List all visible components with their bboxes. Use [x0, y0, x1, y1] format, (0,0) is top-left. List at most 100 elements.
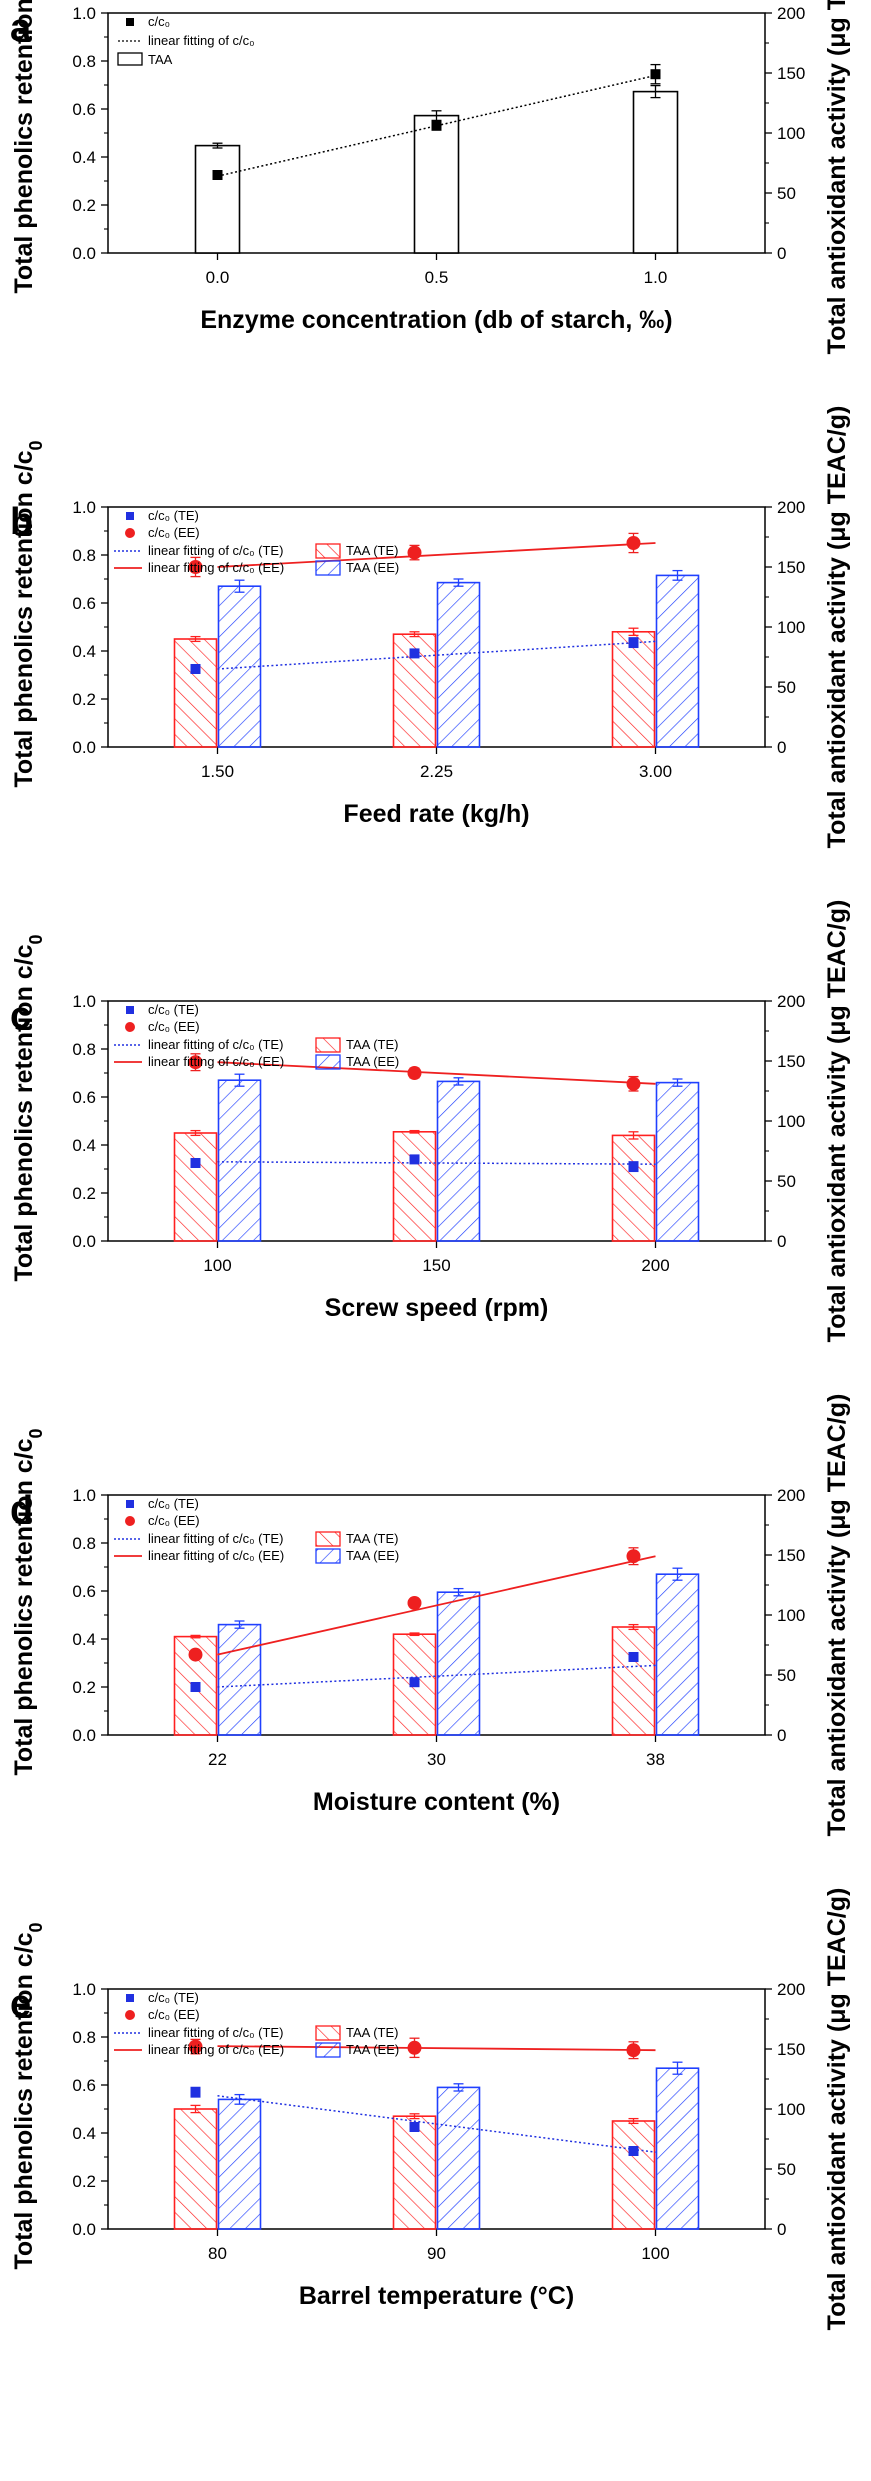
legend-swatch	[315, 2025, 341, 2041]
panel-label: a	[10, 7, 32, 49]
bar	[173, 2108, 218, 2230]
x-tick-label: 0.0	[206, 268, 230, 287]
legend-marker	[125, 528, 135, 538]
legend-marker	[126, 18, 134, 26]
y-axis-title: Total phenolics retention c/c0	[10, 1428, 46, 1775]
bar	[611, 630, 656, 748]
data-point	[628, 637, 639, 648]
fit-line	[217, 640, 656, 670]
panel-e: e 0.0 0.2 0.4 0.6 0.8 1.0 0 50 100 150 200 80 90 100 Ba…	[10, 1888, 851, 2331]
x-tick-label: 100	[203, 1256, 231, 1275]
x-tick-label: 38	[646, 1750, 665, 1769]
x-tick-label: 22	[208, 1750, 227, 1769]
data-point	[407, 2040, 422, 2055]
bar	[436, 1591, 481, 1736]
legend-label: c/c₀ (EE)	[148, 2007, 200, 2022]
data-point	[628, 1652, 639, 1662]
legend-label: c/c₀ (TE)	[148, 1990, 199, 2005]
y2-tick-label: 50	[777, 184, 796, 203]
bar	[392, 2115, 437, 2230]
data-point	[626, 1076, 641, 1091]
y2-tick-label: 0	[777, 2220, 786, 2239]
y-tick-label: 1.0	[72, 1486, 96, 1505]
legend-label: linear fitting of c/c₀	[148, 33, 255, 48]
panel-d: d 0.0 0.2 0.4 0.6 0.8 1.0 0 50 100 150 200 22 30 38 Moi…	[10, 1394, 851, 1837]
data-point	[188, 1647, 203, 1662]
legend-label: TAA (EE)	[346, 1054, 399, 1069]
legend-label: linear fitting of c/c₀ (EE)	[148, 560, 284, 575]
y-tick-label: 0.2	[72, 2172, 96, 2191]
y-tick-label: 0.4	[72, 2124, 96, 2143]
legend-label: TAA (TE)	[346, 1531, 398, 1546]
data-point	[407, 545, 422, 560]
y-axis-title-subscript: 0	[26, 934, 46, 944]
bar	[655, 2067, 700, 2230]
legend-marker	[126, 1006, 134, 1014]
data-point	[409, 1154, 420, 1165]
x-tick-label: 1.50	[201, 762, 234, 781]
bar	[611, 2120, 656, 2230]
y2-tick-label: 0	[777, 244, 786, 263]
bar	[611, 1134, 656, 1242]
y-tick-label: 0.6	[72, 100, 96, 119]
fit-line	[217, 1555, 656, 1656]
y-tick-label: 0.8	[72, 52, 96, 71]
y-tick-label: 0.8	[72, 1534, 96, 1553]
fit-line	[217, 542, 656, 568]
legend-marker	[125, 2010, 135, 2020]
x-tick-label: 90	[427, 2244, 446, 2263]
y2-tick-label: 0	[777, 1232, 786, 1251]
bar	[436, 2086, 481, 2230]
y2-tick-label: 100	[777, 618, 805, 637]
bar	[436, 1080, 481, 1242]
y-tick-label: 0.0	[72, 738, 96, 757]
y2-tick-label: 50	[777, 678, 796, 697]
legend-label: c/c₀ (TE)	[148, 508, 199, 523]
x-tick-label: 200	[641, 1256, 669, 1275]
panel-b: b 0.0 0.2 0.4 0.6 0.8 1.0 0 50 100 150 200 1.50 2.25 3…	[10, 406, 851, 849]
y-tick-label: 0.4	[72, 1136, 96, 1155]
bar	[655, 1573, 700, 1736]
fit-line	[217, 1664, 656, 1688]
y2-tick-label: 0	[777, 738, 786, 757]
x-tick-label: 3.00	[639, 762, 672, 781]
panel-a: a 0.0 0.2 0.4 0.6 0.8 1.0 0 50 100 150 200 0.0 0.5 1.0…	[10, 0, 851, 354]
fit-line	[217, 1061, 656, 1085]
bar	[413, 114, 460, 254]
x-tick-label: 2.25	[420, 762, 453, 781]
fit-line	[217, 1161, 656, 1165]
y2-axis-title: Total antioxidant activity (μg TEAC/g)	[823, 406, 851, 849]
y-tick-label: 0.6	[72, 2076, 96, 2095]
legend-label: TAA (TE)	[346, 1037, 398, 1052]
y-tick-label: 0.4	[72, 148, 96, 167]
y2-tick-label: 150	[777, 1052, 805, 1071]
panel-label: c	[10, 995, 31, 1037]
data-point	[628, 1161, 639, 1172]
legend-label: TAA (EE)	[346, 2042, 399, 2057]
y2-tick-label: 50	[777, 1666, 796, 1685]
fit-line	[217, 74, 656, 177]
y2-axis-title: Total antioxidant activity (μg TEAC/g)	[823, 1394, 851, 1837]
legend-label: linear fitting of c/c₀ (TE)	[148, 2025, 283, 2040]
y2-tick-label: 200	[777, 992, 805, 1011]
legend-swatch	[315, 543, 341, 559]
data-point	[409, 2122, 420, 2132]
y2-tick-label: 150	[777, 2040, 805, 2059]
data-point	[409, 1677, 420, 1688]
y-tick-label: 0.0	[72, 2220, 96, 2239]
y2-axis-title: Total antioxidant activity (μg TEAC/g)	[823, 1888, 851, 2331]
x-tick-label: 150	[422, 1256, 450, 1275]
data-point	[626, 536, 641, 550]
x-axis-title: Screw speed (rpm)	[325, 1294, 549, 1322]
panel-label: d	[10, 1489, 33, 1531]
x-tick-label: 100	[641, 2244, 669, 2263]
legend-swatch	[315, 1054, 341, 1070]
legend-swatch	[315, 1548, 341, 1564]
y-tick-label: 0.4	[72, 1630, 96, 1649]
y2-tick-label: 200	[777, 1486, 805, 1505]
legend-swatch	[315, 2042, 341, 2058]
x-axis-title: Moisture content (%)	[313, 1788, 560, 1816]
x-axis-title: Feed rate (kg/h)	[343, 800, 529, 828]
bar	[194, 144, 241, 254]
